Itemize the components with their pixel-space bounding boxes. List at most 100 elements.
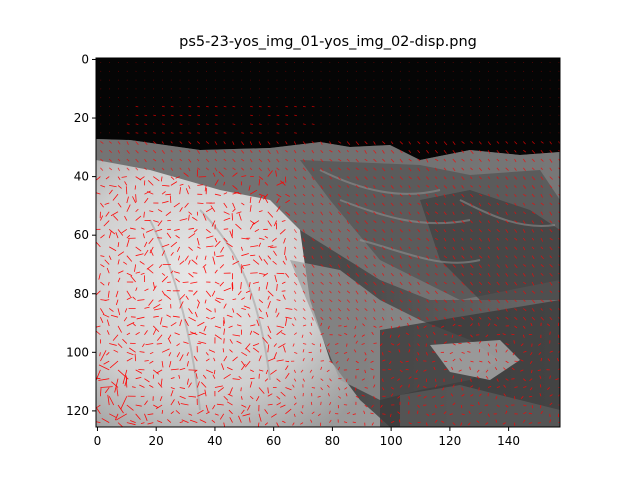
quiver-arrow — [478, 281, 483, 286]
quiver-arrow — [153, 404, 159, 409]
quiver-arrow — [408, 176, 412, 180]
quiver-arrow — [397, 334, 401, 338]
quiver-arrow — [417, 394, 421, 397]
quiver-arrow — [96, 404, 101, 409]
quiver-arrow — [109, 343, 117, 346]
quiver-arrow — [96, 408, 101, 415]
quiver-arrow — [126, 150, 130, 154]
quiver-arrow — [302, 316, 307, 320]
quiver-arrow — [355, 149, 359, 153]
quiver-arrow — [114, 413, 119, 421]
quiver-arrow — [382, 237, 386, 241]
quiver-arrow — [147, 191, 154, 195]
quiver-arrow — [381, 150, 385, 154]
quiver-arrow — [293, 185, 297, 189]
quiver-arrow — [390, 202, 394, 207]
quiver-arrow — [337, 281, 342, 286]
quiver-arrow — [276, 422, 279, 427]
quiver-arrow — [172, 315, 180, 318]
quiver-arrow — [126, 351, 134, 356]
quiver-arrow — [205, 207, 213, 213]
quiver-arrow — [417, 193, 420, 197]
quiver-arrow — [399, 273, 403, 277]
quiver-arrow — [226, 366, 233, 371]
quiver-arrow — [156, 369, 163, 374]
quiver-arrow — [461, 185, 464, 189]
quiver-arrow — [108, 231, 112, 239]
quiver-arrow — [520, 343, 524, 347]
quiver-arrow — [337, 308, 342, 312]
quiver-arrow — [514, 158, 517, 163]
quiver-arrow — [408, 193, 412, 197]
quiver-arrow — [382, 202, 385, 206]
quiver-arrow — [120, 396, 128, 410]
quiver-arrow — [117, 259, 120, 265]
quiver-arrow — [408, 343, 411, 347]
quiver-arrow — [355, 340, 358, 344]
quiver-arrow — [108, 189, 113, 195]
quiver-arrow — [231, 283, 233, 291]
quiver-arrow — [175, 176, 180, 179]
quiver-arrow — [487, 229, 491, 232]
quiver-arrow — [390, 316, 394, 321]
quiver-arrow — [364, 273, 367, 276]
quiver-arrow — [327, 393, 330, 397]
quiver-arrow — [204, 299, 207, 304]
quiver-arrow — [397, 411, 401, 415]
quiver-arrow — [337, 290, 341, 294]
quiver-arrow — [144, 241, 148, 248]
quiver-arrow — [188, 211, 193, 215]
quiver-arrow — [441, 420, 445, 423]
quiver-arrow — [284, 246, 286, 255]
quiver-arrow — [452, 202, 455, 206]
quiver-arrow — [240, 396, 243, 400]
quiver-arrow — [301, 334, 304, 338]
quiver-arrow — [373, 281, 377, 286]
quiver-arrow — [232, 255, 234, 260]
quiver-arrow — [184, 202, 189, 208]
quiver-arrow — [249, 189, 258, 195]
quiver-arrow — [96, 290, 101, 296]
quiver-arrow — [522, 419, 526, 423]
quiver-arrow — [531, 281, 535, 286]
quiver-arrow — [346, 211, 350, 215]
quiver-arrow — [311, 150, 315, 154]
quiver-arrow — [346, 255, 350, 259]
quiver-arrow — [107, 394, 110, 406]
quiver-arrow — [381, 378, 384, 382]
quiver-arrow — [135, 132, 139, 134]
quiver-arrow — [399, 369, 403, 373]
quiver-arrow — [232, 123, 236, 125]
quiver-arrow — [302, 202, 305, 206]
quiver-arrow — [452, 150, 456, 154]
quiver-arrow — [549, 299, 553, 303]
quiver-arrow — [212, 256, 216, 265]
quiver-arrow — [337, 273, 341, 277]
quiver-arrow — [186, 361, 189, 367]
quiver-arrow — [135, 105, 139, 108]
quiver-arrow — [96, 192, 101, 195]
quiver-arrow — [547, 323, 550, 327]
quiver-arrow — [192, 272, 198, 274]
quiver-arrow — [496, 246, 500, 251]
quiver-arrow — [156, 343, 163, 345]
quiver-arrow — [452, 402, 456, 406]
quiver-arrow — [443, 290, 447, 294]
quiver-arrow — [540, 281, 543, 285]
quiver-arrow — [250, 132, 253, 134]
quiver-arrow — [177, 401, 181, 406]
quiver-arrow — [426, 246, 429, 250]
quiver-arrow — [514, 246, 518, 250]
quiver-arrow — [417, 308, 420, 312]
quiver-arrow — [452, 193, 455, 197]
quiver-arrow — [104, 299, 110, 301]
quiver-arrow — [158, 264, 163, 269]
quiver-arrow — [379, 325, 383, 328]
quiver-arrow — [267, 150, 271, 154]
quiver-arrow — [144, 306, 150, 309]
quiver-arrow — [346, 272, 350, 277]
quiver-arrow — [170, 399, 175, 406]
quiver-arrow — [505, 141, 509, 144]
quiver-arrow — [311, 229, 315, 233]
quiver-arrow — [311, 273, 314, 277]
